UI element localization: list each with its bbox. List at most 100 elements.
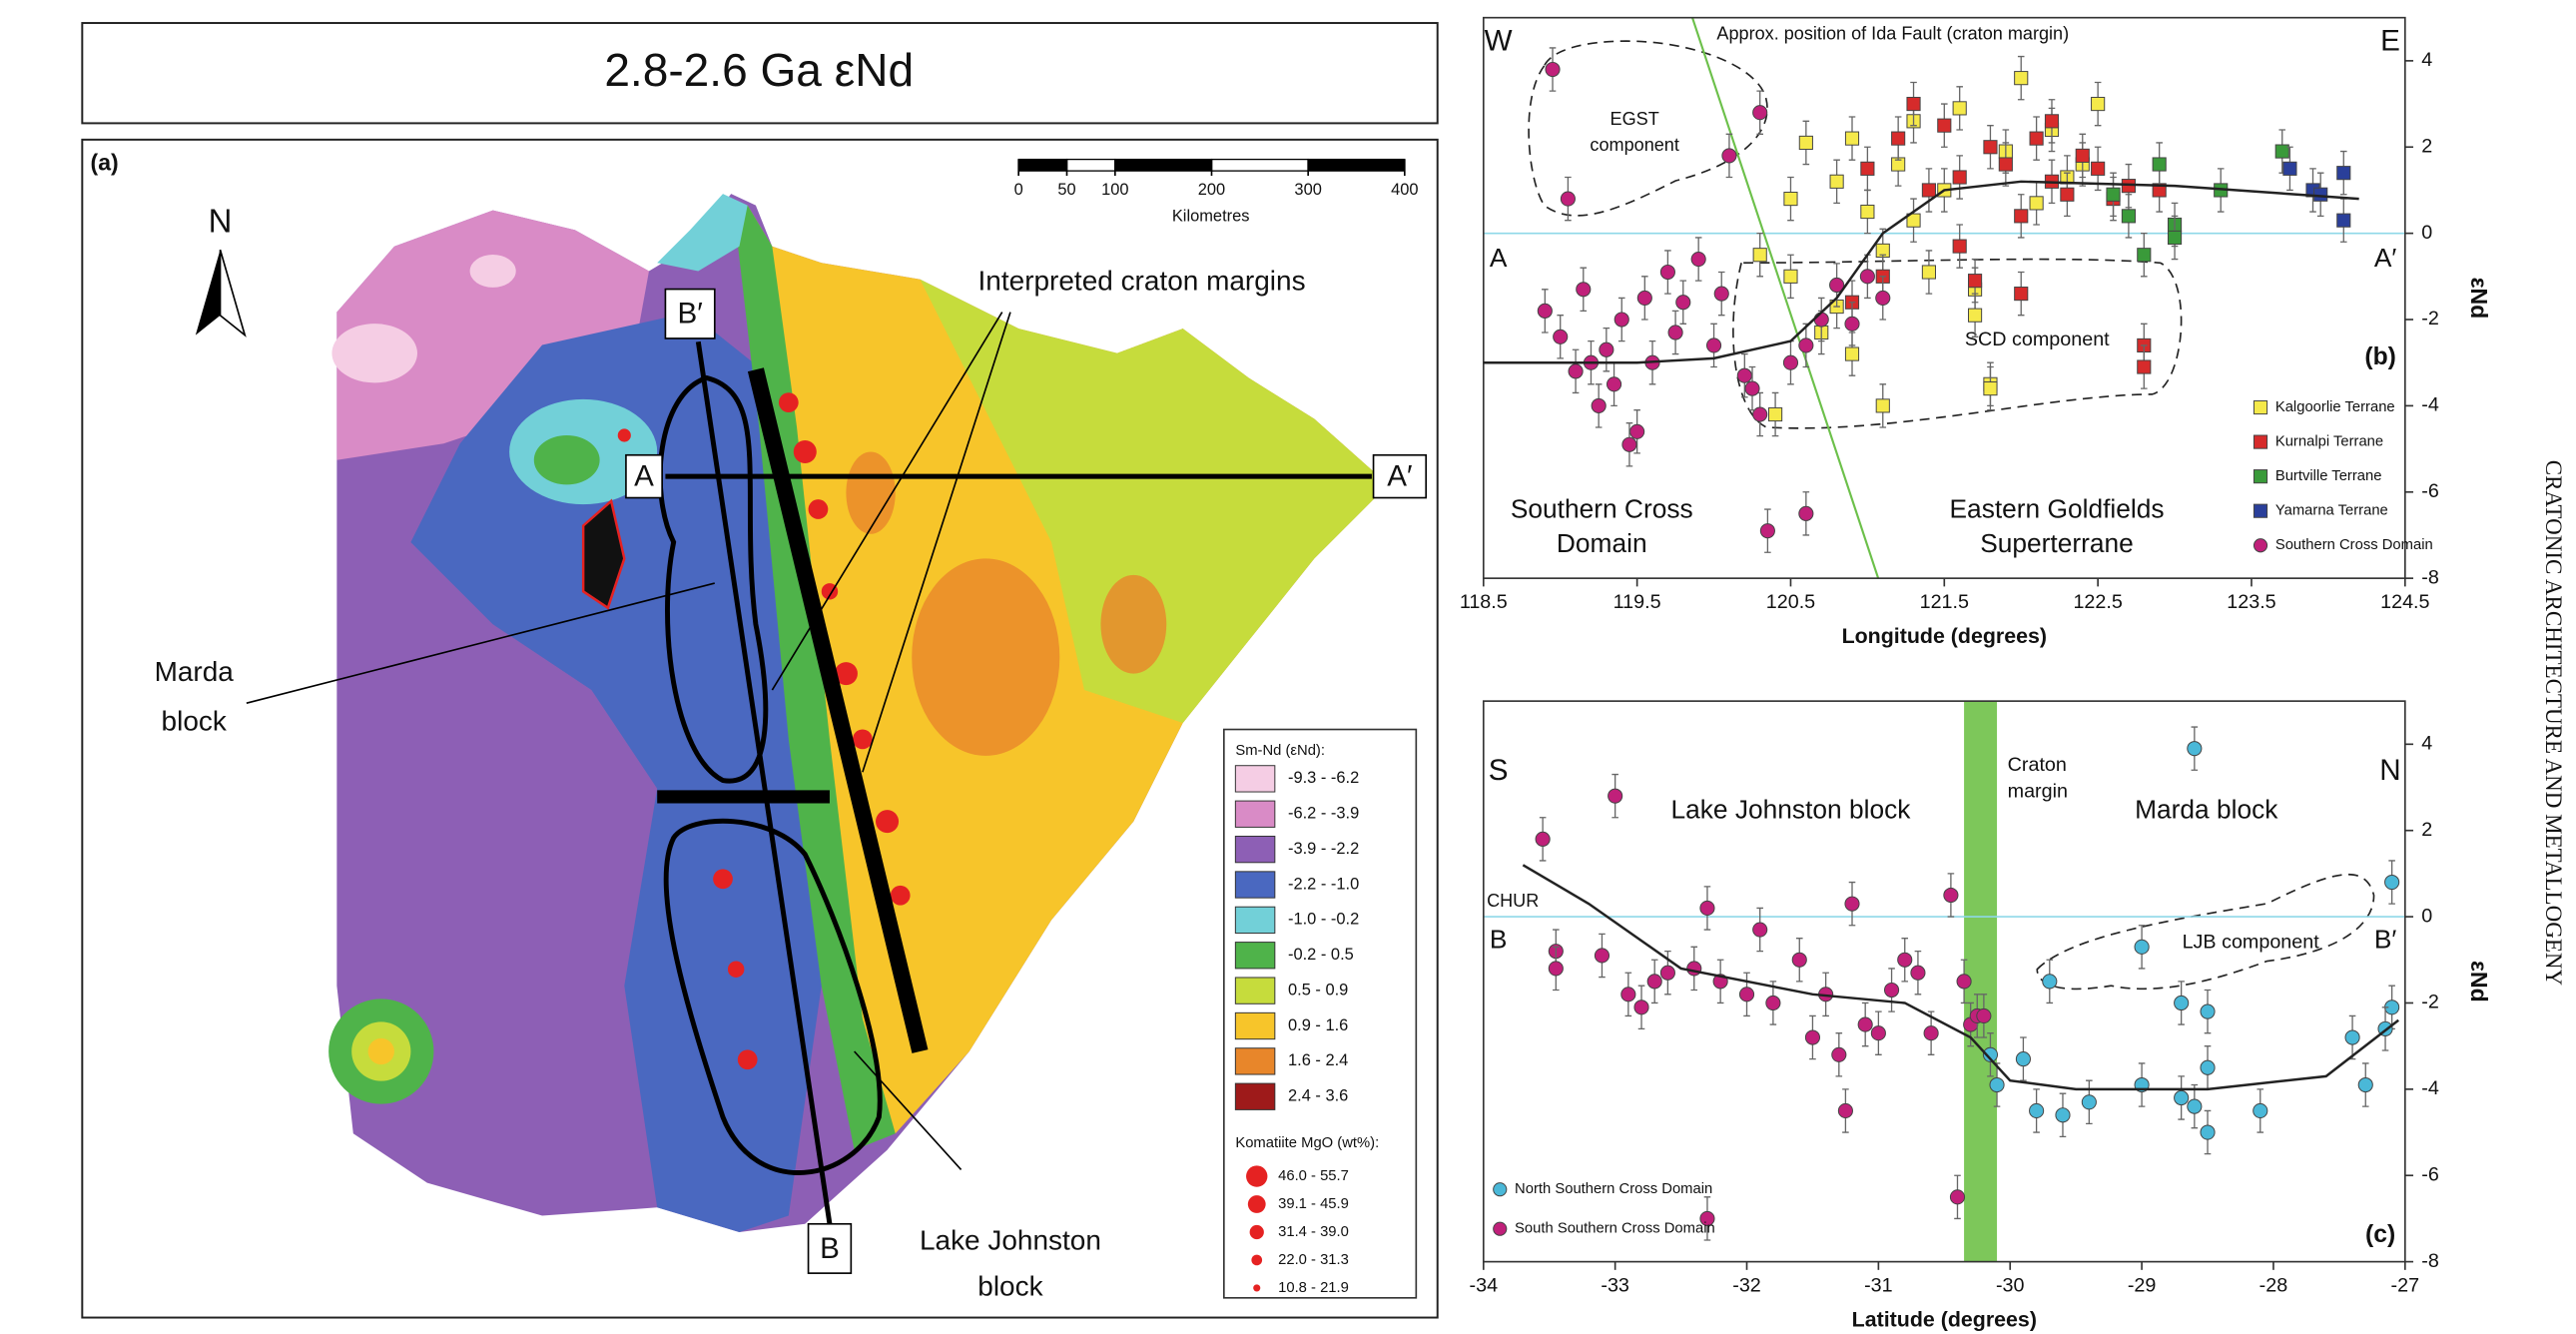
- data-point: [1782, 354, 1799, 370]
- section-box: [625, 453, 663, 499]
- scale-label: 400: [1391, 181, 1418, 199]
- data-point: [1860, 161, 1875, 176]
- data-point: [1949, 1189, 1966, 1205]
- map-region: [336, 210, 649, 460]
- data-point: [1613, 312, 1629, 328]
- data-point: [2121, 209, 2136, 224]
- chart: -34 -33 -32 -31 -30 -29 -28 -27-8 -6 -4 -2 0 2 4 Latit…: [1470, 700, 2492, 1331]
- legend-label: Kalgoorlie Terrane: [2275, 399, 2395, 415]
- komatiite-site: [890, 885, 911, 906]
- data-point: [1967, 308, 1983, 323]
- data-point: [1667, 325, 1683, 340]
- data-point: [2274, 144, 2289, 159]
- north-label: N: [209, 202, 233, 239]
- section-box: [807, 1222, 853, 1274]
- legend-marker: [2253, 538, 2268, 553]
- data-point: [1765, 995, 1781, 1011]
- reference-label: CHUR: [1487, 891, 1539, 911]
- legend-marker: [1493, 1182, 1508, 1197]
- legend-label: 10.8 - 21.9: [1278, 1280, 1349, 1296]
- data-point: [1943, 887, 1959, 904]
- komatiite-site: [793, 439, 817, 463]
- data-point: [2044, 114, 2060, 129]
- x-tick-label: 122.5: [2073, 591, 2122, 613]
- block-outline: [663, 818, 883, 1175]
- y-tick-label: -4: [2421, 394, 2439, 416]
- data-point: [1844, 131, 1860, 146]
- y-tick-label: -8: [2421, 566, 2439, 588]
- data-point: [1752, 105, 1768, 121]
- data-point: [1621, 436, 1637, 452]
- data-point: [1952, 101, 1967, 116]
- data-point: [1956, 974, 1972, 990]
- data-point: [1690, 251, 1706, 268]
- data-point: [1633, 1000, 1649, 1015]
- data-point: [1721, 148, 1737, 164]
- x-axis-label: Longitude (degrees): [1842, 624, 2047, 648]
- data-point: [1599, 341, 1614, 357]
- band-label: margin: [2008, 780, 2068, 802]
- y-tick-label: -2: [2421, 308, 2439, 330]
- map-region: [912, 558, 1060, 756]
- data-point: [1591, 397, 1607, 413]
- data-point: [1798, 505, 1814, 521]
- map-region: [846, 451, 896, 534]
- plot-frame: [1482, 700, 2406, 1263]
- data-point: [1675, 295, 1691, 311]
- legend-label: 2.4 - 3.6: [1288, 1087, 1348, 1105]
- scale-segment: [1114, 158, 1213, 172]
- data-point: [1844, 346, 1860, 361]
- x-tick-label: 118.5: [1460, 591, 1508, 613]
- scale-segment: [1065, 158, 1116, 172]
- annotation: block: [162, 705, 228, 736]
- legend-swatch: [1234, 977, 1276, 1004]
- data-point: [1620, 987, 1636, 1002]
- section-label: A: [634, 460, 654, 493]
- annotation: LJB component: [2183, 932, 2320, 954]
- scale-label: 300: [1294, 181, 1321, 199]
- data-point: [1998, 157, 2013, 172]
- data-point: [1982, 1046, 1999, 1062]
- scale-label: 50: [1057, 181, 1075, 199]
- data-point: [2167, 230, 2183, 246]
- data-point: [1983, 381, 1998, 396]
- annotation: N: [2379, 754, 2400, 787]
- data-point: [1783, 192, 1798, 207]
- data-point: [1860, 204, 1875, 220]
- data-point: [1976, 1007, 1992, 1023]
- data-point: [1791, 952, 1807, 968]
- annotation: B′: [2374, 925, 2397, 955]
- legend-marker: [2253, 399, 2268, 415]
- annotation: A: [1490, 243, 1508, 273]
- data-point: [1875, 398, 1890, 413]
- data-point: [1831, 1046, 1847, 1062]
- scale-label: 200: [1198, 181, 1225, 199]
- leader-line: [862, 312, 1011, 773]
- data-point: [2152, 157, 2167, 172]
- legend-label: Burtville Terrane: [2275, 468, 2382, 484]
- data-point: [2344, 1029, 2360, 1045]
- data-point: [1608, 788, 1623, 804]
- legend-label: North Southern Cross Domain: [1515, 1181, 1712, 1197]
- scale-segment: [1017, 158, 1068, 172]
- data-point: [1983, 140, 1998, 155]
- data-point: [2137, 359, 2152, 374]
- data-point: [1548, 961, 1564, 977]
- data-point: [1768, 406, 1783, 422]
- legend-swatch: [1234, 871, 1276, 899]
- data-point: [1891, 131, 1906, 146]
- data-point: [2060, 187, 2075, 202]
- map-region: [657, 194, 748, 272]
- data-point: [1937, 118, 1952, 133]
- legend-marker: [2253, 434, 2268, 449]
- data-point: [1910, 965, 1926, 981]
- data-point: [1875, 290, 1891, 306]
- data-point: [2357, 1076, 2373, 1093]
- data-point: [1752, 248, 1767, 263]
- legend-marker: [1493, 1221, 1508, 1236]
- legend-label: -3.9 - -2.2: [1288, 840, 1359, 858]
- komatiite-site: [713, 869, 733, 890]
- komatiite-site: [834, 662, 858, 686]
- legend-label: -2.2 - -1.0: [1288, 875, 1359, 893]
